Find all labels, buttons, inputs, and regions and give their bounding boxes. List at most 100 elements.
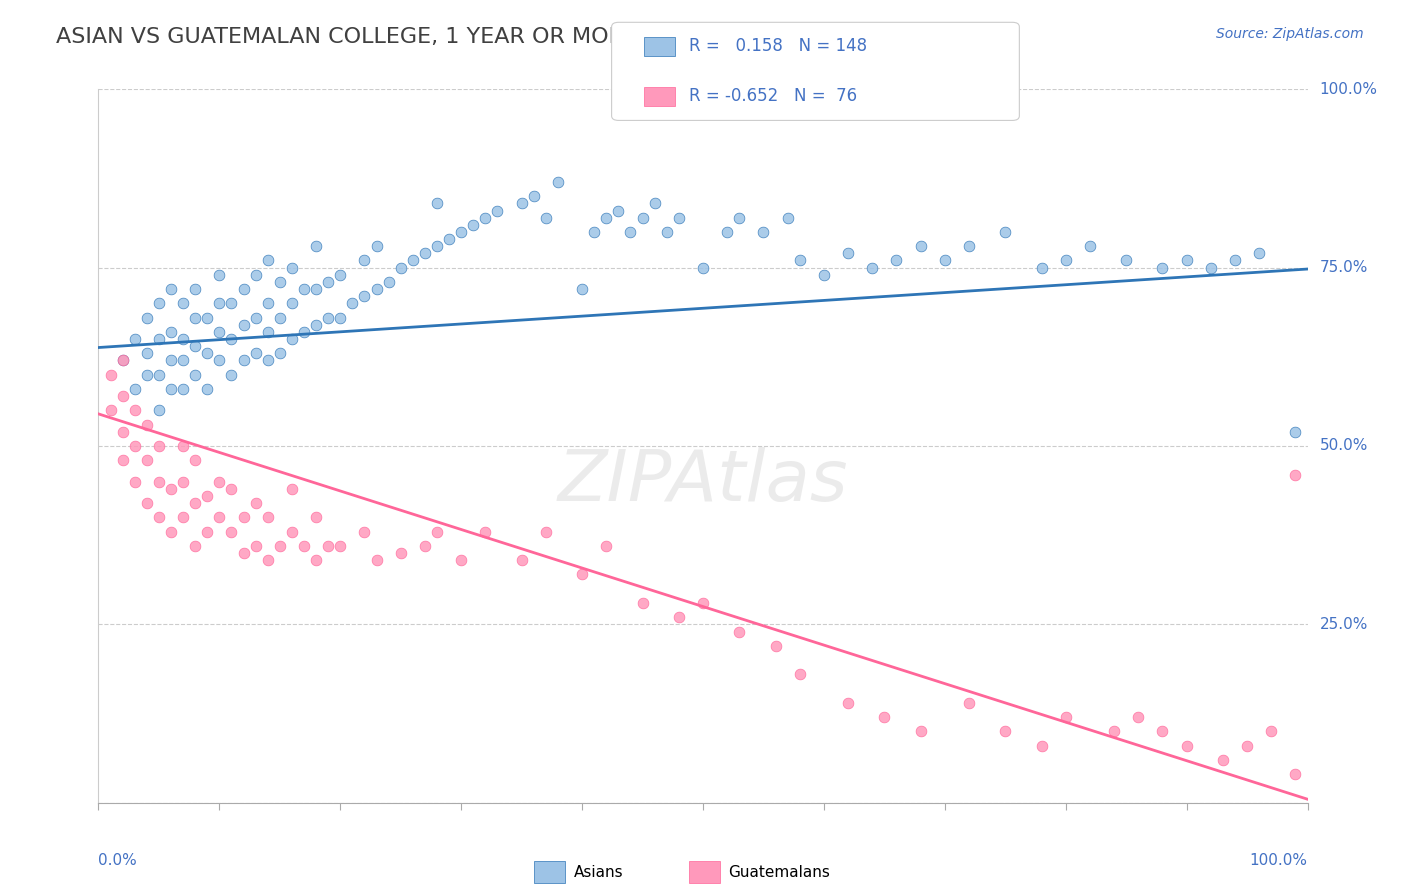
Text: 75.0%: 75.0%	[1320, 260, 1368, 275]
Point	[1284, 425, 1306, 439]
Point	[789, 667, 811, 681]
Point	[1284, 767, 1306, 781]
Point	[1054, 253, 1077, 268]
Point	[232, 510, 254, 524]
Point	[342, 296, 364, 310]
Text: R = -0.652   N =  76: R = -0.652 N = 76	[689, 87, 858, 105]
Point	[292, 325, 315, 339]
Point	[631, 596, 654, 610]
Point	[245, 496, 267, 510]
Point	[813, 268, 835, 282]
Point	[316, 275, 339, 289]
Point	[1152, 260, 1174, 275]
Point	[413, 539, 436, 553]
Point	[486, 203, 509, 218]
Point	[281, 332, 304, 346]
Point	[172, 353, 194, 368]
Point	[366, 239, 388, 253]
Point	[728, 624, 751, 639]
Point	[910, 239, 932, 253]
Point	[644, 196, 666, 211]
Text: Asians: Asians	[574, 865, 623, 880]
Point	[281, 482, 304, 496]
Point	[450, 225, 472, 239]
Point	[124, 439, 146, 453]
Point	[426, 196, 449, 211]
Point	[160, 282, 183, 296]
Point	[111, 453, 134, 467]
Point	[692, 260, 714, 275]
Point	[148, 439, 170, 453]
Point	[195, 382, 218, 396]
Point	[160, 325, 183, 339]
Point	[1031, 739, 1053, 753]
Point	[571, 282, 593, 296]
Point	[208, 296, 231, 310]
Point	[523, 189, 546, 203]
Point	[184, 282, 207, 296]
Point	[195, 524, 218, 539]
Point	[208, 475, 231, 489]
Point	[752, 225, 775, 239]
Point	[160, 482, 183, 496]
Point	[281, 524, 304, 539]
Point	[245, 310, 267, 325]
Point	[668, 211, 690, 225]
Point	[655, 225, 678, 239]
Point	[316, 310, 339, 325]
Point	[668, 610, 690, 624]
Point	[631, 211, 654, 225]
Point	[366, 282, 388, 296]
Text: Guatemalans: Guatemalans	[728, 865, 830, 880]
Point	[184, 496, 207, 510]
Point	[994, 225, 1017, 239]
Point	[245, 346, 267, 360]
Text: 100.0%: 100.0%	[1320, 82, 1378, 96]
Point	[305, 282, 328, 296]
Point	[353, 289, 375, 303]
Point	[619, 225, 641, 239]
Point	[172, 296, 194, 310]
Point	[1128, 710, 1150, 724]
Point	[305, 510, 328, 524]
Point	[221, 482, 243, 496]
Point	[837, 246, 859, 260]
Point	[292, 282, 315, 296]
Point	[111, 389, 134, 403]
Point	[426, 524, 449, 539]
Point	[994, 724, 1017, 739]
Point	[184, 339, 207, 353]
Point	[195, 489, 218, 503]
Point	[305, 239, 328, 253]
Point	[450, 553, 472, 567]
Point	[135, 310, 157, 325]
Point	[124, 403, 146, 417]
Point	[413, 246, 436, 260]
Point	[1152, 724, 1174, 739]
Point	[232, 353, 254, 368]
Point	[172, 382, 194, 396]
Point	[269, 346, 291, 360]
Text: 0.0%: 0.0%	[98, 853, 138, 868]
Point	[389, 546, 412, 560]
Point	[1115, 253, 1137, 268]
Point	[124, 475, 146, 489]
Point	[208, 353, 231, 368]
Point	[728, 211, 751, 225]
Point	[281, 296, 304, 310]
Point	[245, 268, 267, 282]
Point	[474, 211, 496, 225]
Point	[329, 310, 352, 325]
Point	[366, 553, 388, 567]
Point	[208, 510, 231, 524]
Point	[1284, 467, 1306, 482]
Point	[221, 524, 243, 539]
Point	[160, 353, 183, 368]
Point	[1249, 246, 1271, 260]
Point	[595, 211, 617, 225]
Point	[269, 310, 291, 325]
Point	[474, 524, 496, 539]
Point	[316, 539, 339, 553]
Point	[1236, 739, 1258, 753]
Point	[534, 211, 557, 225]
